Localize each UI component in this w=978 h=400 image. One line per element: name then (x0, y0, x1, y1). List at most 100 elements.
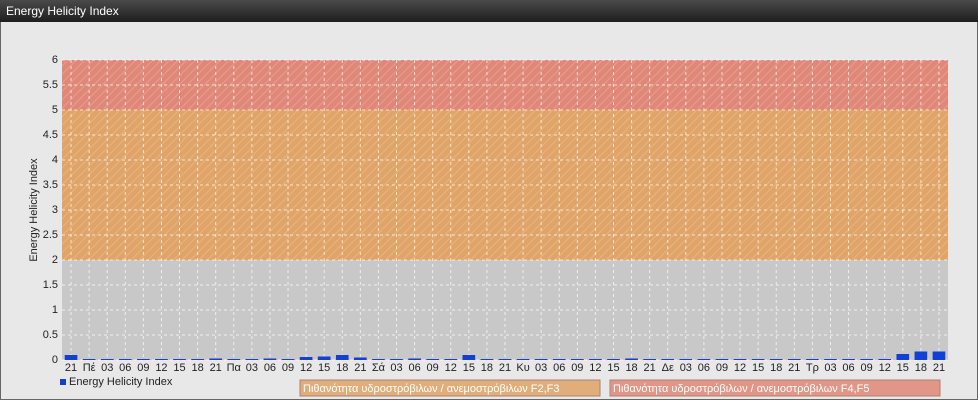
y-tick-label: 2.5 (43, 229, 58, 241)
x-tick-label: 18 (770, 362, 782, 374)
band-legend-box (609, 379, 941, 397)
x-tick-label: 21 (354, 362, 366, 374)
x-tick-label: 03 (390, 362, 402, 374)
bar (209, 358, 223, 360)
bar (589, 359, 602, 360)
bar (516, 359, 530, 360)
bar (498, 359, 512, 360)
x-tick-label: 12 (300, 362, 312, 374)
bar (155, 359, 168, 360)
bar (860, 359, 873, 360)
x-tick-label: 03 (535, 362, 547, 374)
x-tick-label: 06 (553, 362, 565, 374)
bar (299, 357, 313, 360)
x-tick-label: 18 (915, 362, 927, 374)
y-tick-label: 2 (52, 254, 58, 266)
x-tick-label: 21 (499, 362, 511, 374)
x-tick-label: 06 (264, 362, 276, 374)
bar (878, 359, 892, 360)
x-tick-label: 06 (698, 362, 710, 374)
bar (661, 359, 675, 360)
bar (64, 355, 78, 360)
bar (444, 359, 458, 360)
legend-swatch (60, 379, 66, 385)
x-tick-label: 09 (137, 362, 149, 374)
y-tick-label: 6 (52, 54, 58, 66)
bar (462, 355, 476, 360)
bar (769, 359, 783, 360)
bar (245, 359, 259, 360)
bar (824, 359, 837, 360)
x-tick-label: 21 (210, 362, 222, 374)
bar (317, 356, 331, 360)
x-tick-label: 09 (861, 362, 873, 374)
title-bar (0, 0, 978, 22)
bar (697, 359, 711, 360)
y-tick-label: 5 (52, 104, 58, 116)
x-tick-label: 12 (734, 362, 746, 374)
x-tick-label: 03 (680, 362, 692, 374)
x-tick-label: 18 (336, 362, 348, 374)
x-tick-label: 09 (716, 362, 728, 374)
x-tick-label: 15 (318, 362, 330, 374)
bar (787, 359, 801, 360)
bar (914, 351, 928, 360)
band-legend-box (299, 379, 601, 397)
x-tick-label: 15 (463, 362, 475, 374)
x-tick-label: 18 (625, 362, 637, 374)
bar (426, 359, 440, 360)
bar (191, 359, 204, 360)
bar (679, 359, 693, 360)
x-tick-label: 06 (842, 362, 854, 374)
x-tick-label: 06 (119, 362, 131, 374)
x-tick-label: 09 (282, 362, 294, 374)
x-tick-label: 15 (897, 362, 909, 374)
x-tick-label: Κυ (516, 362, 529, 374)
bar (118, 359, 132, 360)
x-tick-label: 15 (607, 362, 619, 374)
bar (263, 358, 277, 360)
band-legend-label: Πιθανότητα υδροστρόβιλων / ανεμοστρόβιλω… (613, 383, 870, 395)
x-tick-label: 15 (173, 362, 185, 374)
x-tick-label: 12 (445, 362, 457, 374)
x-tick-label: 18 (191, 362, 203, 374)
bar (173, 359, 186, 360)
x-tick-label: 03 (246, 362, 258, 374)
x-tick-label: 12 (589, 362, 601, 374)
x-tick-label: Τρ (806, 362, 819, 374)
x-tick-label: 21 (65, 362, 77, 374)
x-tick-label: 21 (788, 362, 800, 374)
x-tick-label: 18 (481, 362, 493, 374)
y-tick-label: 4 (52, 154, 58, 166)
x-tick-label: Δε (662, 362, 674, 374)
x-tick-label: Σά (372, 362, 386, 374)
bar (842, 359, 855, 360)
bar (390, 359, 403, 360)
bar (335, 355, 349, 360)
bar (806, 359, 819, 360)
bar (607, 359, 620, 360)
bar (281, 359, 295, 360)
bar (227, 359, 241, 360)
y-tick-label: 1.5 (43, 279, 58, 291)
x-tick-label: 12 (879, 362, 891, 374)
y-axis-label: Energy Helicity Index (28, 158, 40, 262)
x-tick-label: 12 (155, 362, 167, 374)
x-tick-label: 03 (101, 362, 113, 374)
bar (552, 359, 566, 360)
bar (932, 351, 946, 360)
band-legend-label: Πιθανότητα υδροστρόβιλων / ανεμοστρόβιλω… (303, 383, 560, 395)
bar (715, 359, 729, 360)
y-tick-label: 5.5 (43, 79, 58, 91)
x-tick-label: Πέ (83, 362, 96, 374)
x-tick-label: 03 (824, 362, 836, 374)
y-tick-label: 4.5 (43, 129, 58, 141)
bar (625, 358, 638, 360)
bar (82, 359, 96, 360)
x-tick-label: 09 (427, 362, 439, 374)
bar (372, 359, 385, 360)
bar (570, 359, 584, 360)
x-tick-label: Πα (227, 362, 242, 374)
y-tick-label: 3.5 (43, 179, 58, 191)
